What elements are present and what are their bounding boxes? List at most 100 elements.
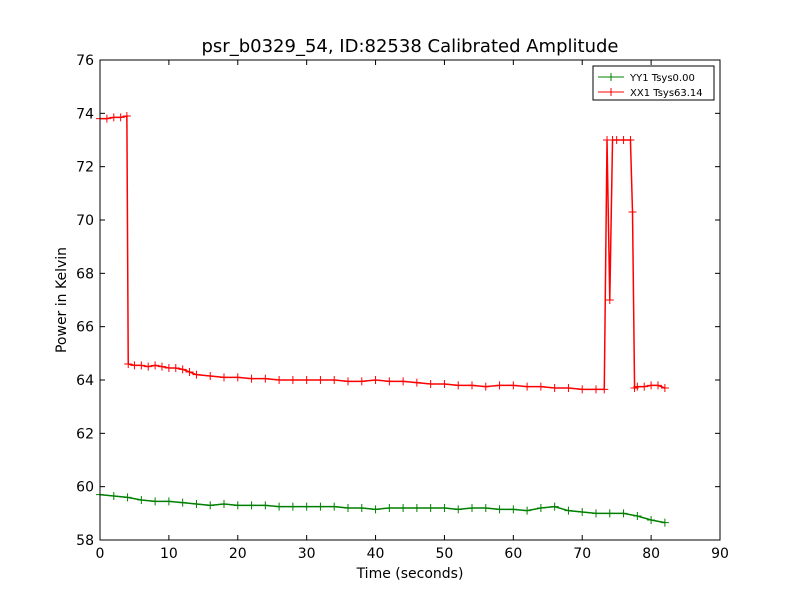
x-tick-label: 40 bbox=[367, 546, 385, 562]
data-point bbox=[550, 502, 559, 511]
data-point bbox=[399, 504, 408, 512]
data-point bbox=[640, 382, 649, 391]
data-point bbox=[144, 362, 153, 371]
data-point bbox=[275, 376, 284, 384]
data-point bbox=[371, 376, 380, 384]
y-tick-label: 70 bbox=[76, 213, 94, 229]
data-point bbox=[151, 361, 160, 370]
data-point bbox=[495, 505, 504, 514]
data-point bbox=[344, 377, 352, 386]
data-point bbox=[357, 377, 366, 386]
data-point bbox=[633, 512, 642, 520]
data-point bbox=[116, 113, 125, 122]
plot-area bbox=[96, 112, 669, 527]
data-point bbox=[171, 364, 180, 372]
data-point bbox=[550, 384, 559, 392]
data-point bbox=[660, 384, 669, 392]
y-tick-label: 74 bbox=[76, 106, 94, 122]
data-point bbox=[426, 380, 435, 388]
data-point bbox=[619, 509, 628, 518]
data-point bbox=[158, 362, 166, 371]
data-point bbox=[123, 493, 132, 502]
data-point bbox=[233, 501, 242, 510]
data-point bbox=[178, 365, 187, 374]
x-tick-label: 20 bbox=[229, 546, 247, 562]
y-tick-label: 66 bbox=[76, 320, 94, 336]
data-point bbox=[109, 113, 118, 122]
y-tick-label: 72 bbox=[76, 160, 94, 176]
data-point bbox=[122, 112, 131, 120]
x-axis-title: Time (seconds) bbox=[356, 566, 464, 582]
data-point bbox=[178, 498, 187, 507]
x-tick-label: 50 bbox=[436, 546, 454, 562]
data-point bbox=[233, 373, 242, 382]
data-point bbox=[633, 382, 642, 391]
data-point bbox=[302, 502, 311, 511]
data-point bbox=[261, 374, 270, 383]
data-point bbox=[612, 136, 621, 144]
series-xx1-line bbox=[100, 115, 666, 391]
y-tick-label: 76 bbox=[76, 53, 94, 69]
data-point bbox=[371, 505, 380, 514]
data-point bbox=[302, 376, 311, 384]
data-point bbox=[330, 502, 339, 511]
data-point bbox=[109, 492, 118, 500]
data-point bbox=[628, 208, 637, 216]
data-point bbox=[605, 296, 614, 304]
data-point bbox=[536, 504, 545, 512]
data-point bbox=[654, 381, 662, 390]
y-tick-label: 58 bbox=[76, 533, 94, 549]
data-point bbox=[468, 504, 476, 512]
chart-title: psr_b0329_54, ID:82538 Calibrated Amplit… bbox=[202, 36, 619, 57]
legend: YY1 Tsys0.00 XX1 Tsys63.14 bbox=[592, 65, 715, 101]
x-tick-label: 70 bbox=[573, 546, 591, 562]
legend-marker-1 bbox=[607, 88, 615, 96]
data-point bbox=[509, 381, 518, 390]
data-point bbox=[247, 501, 256, 510]
y-tick-label: 60 bbox=[76, 480, 94, 496]
data-point bbox=[137, 361, 146, 370]
data-point bbox=[137, 496, 146, 504]
legend-label: XX1 Tsys63.14 bbox=[630, 88, 703, 99]
data-point bbox=[564, 506, 573, 515]
x-tick-label: 90 bbox=[711, 546, 729, 562]
data-point bbox=[592, 509, 600, 518]
data-point bbox=[660, 518, 669, 527]
legend-label: YY1 Tsys0.00 bbox=[629, 73, 695, 84]
data-point bbox=[151, 497, 160, 506]
data-point bbox=[536, 382, 545, 391]
series-yy1-line bbox=[99, 493, 666, 524]
data-point bbox=[626, 136, 635, 144]
data-point bbox=[523, 382, 532, 391]
data-point bbox=[130, 361, 139, 370]
data-point bbox=[426, 504, 435, 512]
data-point bbox=[647, 516, 656, 524]
data-point bbox=[468, 381, 476, 390]
data-point bbox=[344, 504, 352, 512]
data-point bbox=[164, 364, 173, 372]
data-point bbox=[102, 114, 111, 123]
data-point bbox=[481, 382, 490, 391]
data-point bbox=[316, 502, 325, 511]
data-point bbox=[495, 381, 504, 390]
data-point bbox=[220, 500, 228, 508]
data-point bbox=[261, 501, 270, 510]
data-point bbox=[509, 505, 518, 514]
x-tick-label: 30 bbox=[298, 546, 316, 562]
data-point bbox=[412, 378, 421, 387]
data-point bbox=[385, 504, 394, 512]
data-point bbox=[440, 504, 449, 512]
series-xx1 bbox=[96, 112, 669, 394]
data-point bbox=[357, 504, 366, 512]
data-point bbox=[164, 497, 173, 506]
plot-frame bbox=[99, 59, 721, 541]
data-point bbox=[619, 136, 628, 144]
data-point bbox=[523, 506, 532, 515]
y-axis: 58 60 62 64 66 68 70 72 74 76 bbox=[76, 53, 720, 549]
x-tick-label: 10 bbox=[160, 546, 178, 562]
data-point bbox=[440, 380, 449, 388]
data-point bbox=[192, 500, 201, 508]
data-point bbox=[206, 501, 215, 510]
x-axis: 0 10 20 30 40 50 60 70 80 90 bbox=[96, 60, 729, 562]
